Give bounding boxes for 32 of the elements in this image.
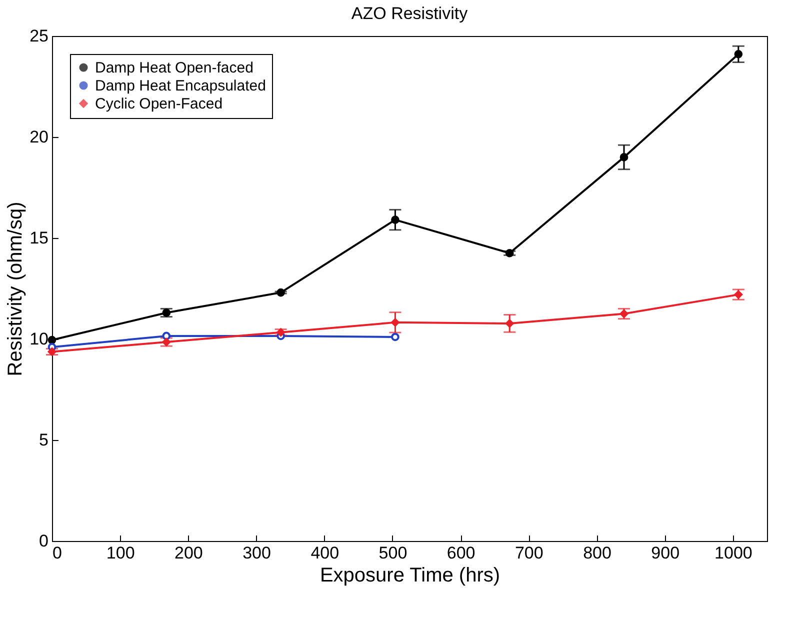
y-tick-label: 20 — [30, 128, 48, 146]
point — [620, 153, 628, 162]
point — [48, 336, 56, 344]
legend-label: Damp Heat Encapsulated — [95, 78, 266, 94]
point — [391, 216, 400, 224]
y-tick-label: 10 — [30, 330, 48, 348]
point — [276, 288, 285, 297]
x-tick-label: 600 — [446, 544, 476, 562]
point — [734, 50, 743, 58]
x-tick-label: 500 — [378, 544, 408, 562]
y-tick-label: 25 — [30, 26, 48, 46]
y-tick-label: 0 — [39, 532, 48, 550]
point — [505, 319, 514, 328]
x-tick-label: 800 — [583, 544, 612, 562]
chart-title: AZO Resistivity — [351, 4, 468, 23]
legend-label: Damp Heat Open-faced — [95, 60, 254, 76]
x-tick-label: 200 — [174, 544, 203, 562]
x-tick-label: 400 — [310, 544, 340, 562]
x-tick-label: 0 — [52, 544, 62, 562]
x-tick-label: 300 — [242, 544, 271, 562]
x-tick-label: 900 — [651, 544, 680, 562]
point — [391, 332, 400, 342]
x-tick-label: 100 — [106, 544, 135, 562]
y-tick-label: 5 — [39, 430, 48, 450]
point — [505, 248, 514, 258]
y-axis-title: Resistivity (ohm/sq) — [4, 202, 27, 376]
x-tick-label: 700 — [514, 544, 544, 562]
legend-label: Cyclic Open-Faced — [95, 96, 223, 112]
x-tick-label: 1000 — [714, 544, 752, 562]
x-axis-title: Exposure Time (hrs) — [320, 564, 500, 586]
y-tick-label: 15 — [30, 228, 48, 248]
point — [391, 318, 400, 327]
